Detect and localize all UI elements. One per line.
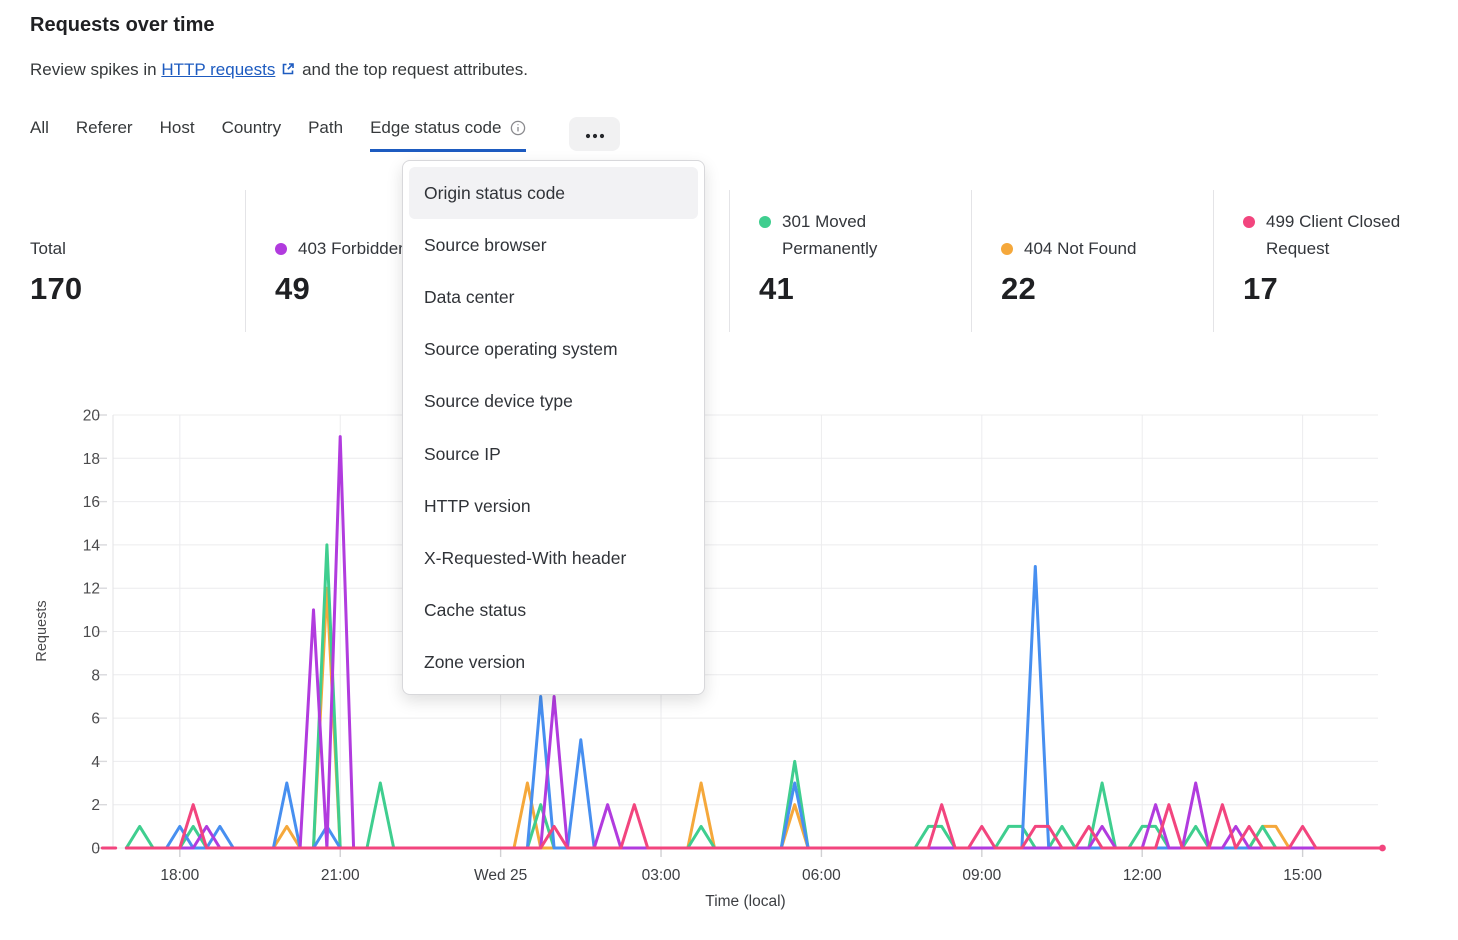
stat-label: 403 Forbidden [298,239,408,258]
stat-label: 404 Not Found [1024,239,1137,258]
tab-country[interactable]: Country [221,118,282,137]
series-dot-403 [275,243,287,255]
menu-item-source-operating-system[interactable]: Source operating system [424,339,618,360]
stat-value: 17 [1243,271,1278,306]
tab-referer[interactable]: Referer [75,118,133,137]
svg-text:15:00: 15:00 [1283,867,1322,884]
svg-text:Wed 25: Wed 25 [474,867,527,884]
svg-text:21:00: 21:00 [321,867,360,884]
stat-label: Total [30,239,66,258]
svg-text:Requests: Requests [34,600,50,661]
stat-label: 301 Moved Permanently [782,212,878,258]
svg-text:20: 20 [83,408,101,425]
svg-text:09:00: 09:00 [962,867,1001,884]
subtitle-suffix: and the top request attributes. [302,60,528,79]
page-title: Requests over time [30,14,215,36]
svg-text:18: 18 [83,451,100,468]
svg-text:14: 14 [83,537,101,554]
menu-item-cache-status[interactable]: Cache status [424,600,527,621]
stat-label: 499 Client Closed Request [1266,212,1401,258]
svg-text:8: 8 [91,667,100,684]
svg-text:16: 16 [83,494,100,511]
menu-item-origin-status-code[interactable]: Origin status code [409,167,698,220]
ellipsis-icon [585,127,605,142]
svg-text:12: 12 [83,581,100,598]
stat-404-not-found: 404 Not Found 22 [971,190,1213,332]
series-dot-499 [1243,216,1255,228]
external-link-icon [281,61,295,81]
menu-item-source-ip[interactable]: Source IP [424,443,501,464]
menu-item-source-device-type[interactable]: Source device type [424,391,573,412]
menu-item-data-center[interactable]: Data center [424,286,515,307]
stat-499-client-closed-request: 499 Client Closed Request 17 [1213,190,1455,332]
attribute-dropdown-menu: Origin status code Source browser Data c… [402,160,705,695]
stat-value: 49 [275,271,310,306]
menu-item-http-version[interactable]: HTTP version [424,495,531,516]
svg-text:10: 10 [83,624,101,641]
tab-all[interactable]: All [30,118,49,137]
stat-value: 22 [1001,271,1036,306]
menu-item-x-requested-with-header[interactable]: X-Requested-With header [424,547,627,568]
more-tabs-button[interactable] [569,117,621,151]
subtitle-prefix: Review spikes in [30,60,157,79]
svg-text:0: 0 [91,841,100,858]
subtitle: Review spikes in HTTP requests and the t… [30,60,528,81]
stats-row: Total 170 403 Forbidden 49 301 Moved Per… [30,190,1455,332]
info-icon[interactable] [510,120,526,136]
menu-item-zone-version[interactable]: Zone version [424,652,526,673]
stat-total: Total 170 [30,190,245,332]
svg-text:4: 4 [91,754,100,771]
svg-text:12:00: 12:00 [1123,867,1162,884]
filter-tabs: All Referer Host Country Path Edge statu… [30,117,621,152]
series-dot-404 [1001,243,1013,255]
stat-301-moved-permanently: 301 Moved Permanently 41 [729,190,971,332]
svg-text:Time (local): Time (local) [705,893,785,910]
stat-403-forbidden: 403 Forbidden 49 [245,190,487,332]
svg-text:03:00: 03:00 [642,867,681,884]
svg-text:06:00: 06:00 [802,867,841,884]
tab-edge-status-code[interactable]: Edge status code [370,118,527,152]
svg-text:2: 2 [91,797,100,814]
tab-host[interactable]: Host [159,118,195,137]
svg-text:6: 6 [91,711,100,728]
menu-item-source-browser[interactable]: Source browser [424,234,547,255]
stat-value: 41 [759,271,794,306]
stat-value: 170 [30,271,83,306]
series-dot-301 [759,216,771,228]
svg-text:18:00: 18:00 [160,867,199,884]
tab-path[interactable]: Path [308,118,344,137]
http-requests-link[interactable]: HTTP requests [161,60,276,79]
